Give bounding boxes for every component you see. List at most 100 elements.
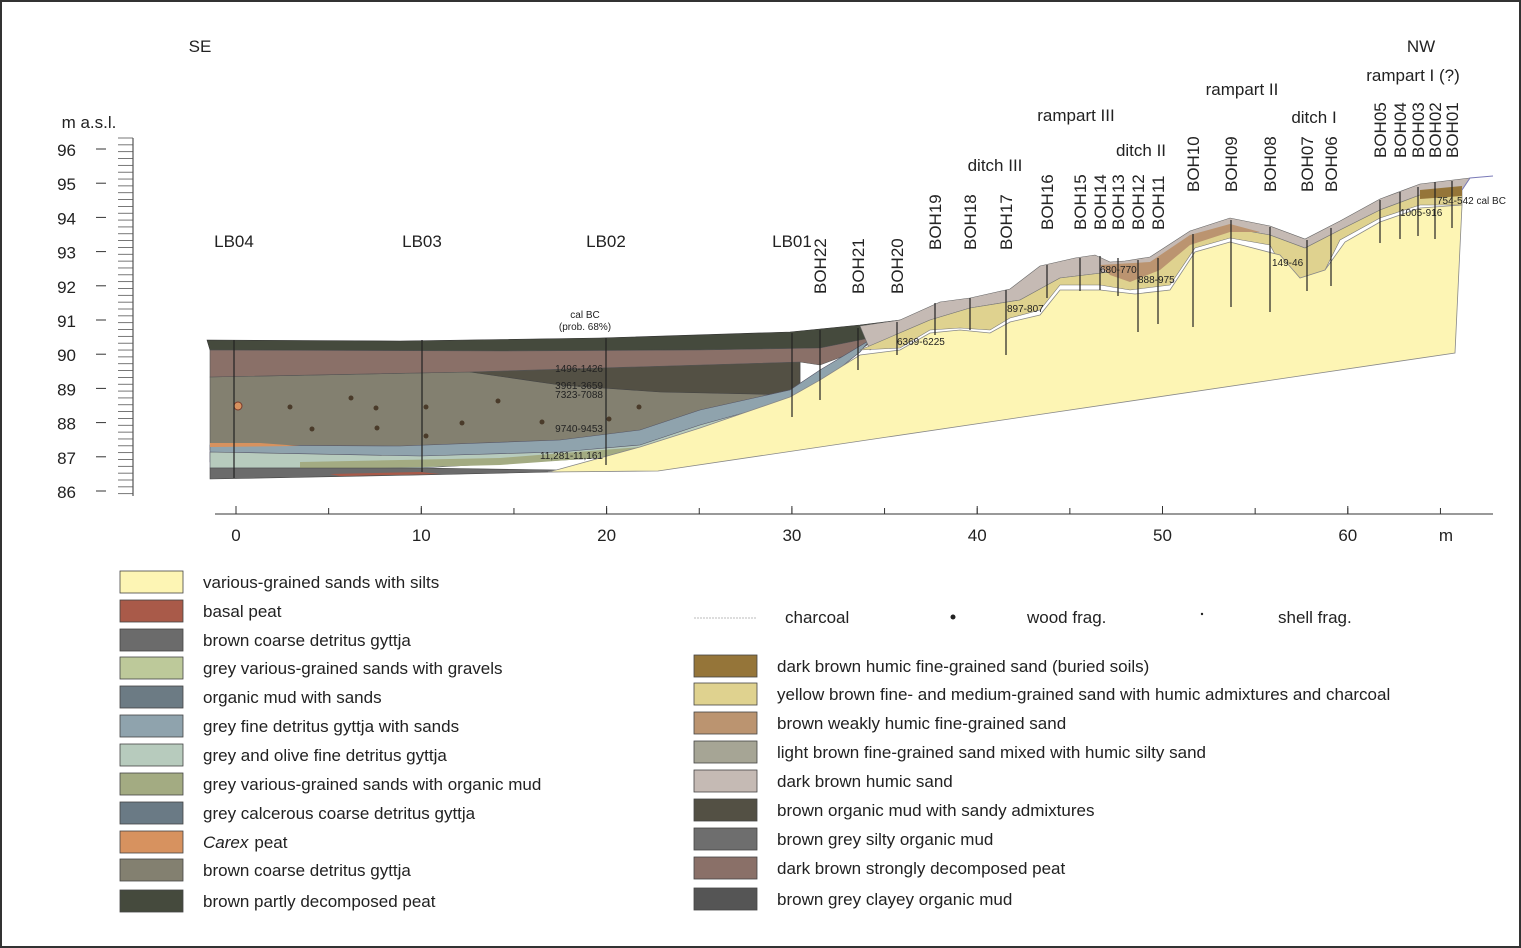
date-label: 6369-6225: [897, 337, 945, 348]
borehole-label: BOH12: [1129, 174, 1148, 230]
x-tick-label: 40: [968, 526, 987, 545]
legend-label: brown grey silty organic mud: [777, 830, 993, 849]
legend-text: organic mud with sands: [203, 688, 382, 707]
x-axis-unit: m: [1439, 526, 1453, 545]
borehole-label: BOH07: [1298, 136, 1317, 192]
wood-frag: [348, 395, 354, 401]
legend-label: yellow brown fine- and medium-grained sa…: [777, 685, 1390, 704]
borehole-label: LB04: [214, 232, 254, 251]
legend-text: grey calcerous coarse detritus gyttja: [203, 804, 476, 823]
legend-text: grey various-grained sands with gravels: [203, 659, 503, 678]
wood-frag: [495, 398, 501, 404]
legend-label: grey calcerous coarse detritus gyttja: [203, 804, 476, 823]
wood-frag: [459, 420, 465, 426]
borehole-label: BOH05: [1371, 102, 1390, 158]
legend-label: brown organic mud with sandy admixtures: [777, 801, 1094, 820]
borehole-label: LB03: [402, 232, 442, 251]
legend-text: brown coarse detritus gyttja: [203, 631, 411, 650]
feature-label: rampart I (?): [1366, 66, 1460, 85]
legend-text: grey and olive fine detritus gyttja: [203, 746, 447, 765]
legend-symbol-label: charcoal: [785, 608, 849, 627]
y-tick-label: 91: [57, 312, 76, 331]
wood-frag: [606, 416, 612, 422]
borehole-label: LB01: [772, 232, 812, 251]
legend-label: brown partly decomposed peat: [203, 892, 436, 911]
date-label: 897-807: [1007, 304, 1044, 315]
legend-swatch: [119, 772, 184, 796]
legend-text: brown coarse detritus gyttja: [203, 861, 411, 880]
legend-symbol-label: shell frag.: [1278, 608, 1352, 627]
layer: [210, 443, 300, 447]
wood-symbol: [950, 614, 956, 620]
date-label: 888-975: [1138, 275, 1175, 286]
y-axis-label: m a.s.l.: [62, 113, 117, 132]
borehole-label: BOH17: [997, 194, 1016, 250]
legend-label: grey fine detritus gyttja with sands: [203, 717, 459, 736]
date-label: 7323-7088: [555, 390, 603, 401]
date-header: cal BC: [570, 310, 599, 321]
legend-label: grey various-grained sands with organic …: [203, 775, 541, 794]
legend-swatch: [119, 858, 184, 882]
date-label: 754-542 cal BC: [1437, 196, 1506, 207]
legend-label: Carex peat: [203, 833, 288, 852]
legend-swatch: [119, 743, 184, 767]
legend-label: brown coarse detritus gyttja: [203, 861, 411, 880]
legend-label: grey various-grained sands with gravels: [203, 659, 503, 678]
wood-frag: [423, 433, 429, 439]
borehole-label: LB02: [586, 232, 626, 251]
wood-frag: [423, 404, 429, 410]
borehole-label: BOH04: [1391, 102, 1410, 158]
legend-text: basal peat: [203, 602, 282, 621]
borehole-label: BOH22: [811, 238, 830, 294]
wood-frag: [374, 425, 380, 431]
legend-swatch: [693, 887, 758, 911]
legend-label: brown weakly humic fine-grained sand: [777, 714, 1066, 733]
legend-label: various-grained sands with silts: [203, 573, 439, 592]
borehole-label: BOH15: [1071, 174, 1090, 230]
legend-swatch: [693, 827, 758, 851]
legend-swatch: [119, 685, 184, 709]
y-tick-label: 93: [57, 244, 76, 263]
legend-text: various-grained sands with silts: [203, 573, 439, 592]
wood-frag: [373, 405, 379, 411]
legend-label: dark brown humic sand: [777, 772, 953, 791]
feature-label: ditch III: [968, 156, 1023, 175]
wood-fragments: [233, 395, 642, 439]
date-label: 1005-916: [1400, 208, 1443, 219]
legend-swatch: [119, 889, 184, 913]
legend-swatch: [693, 654, 758, 678]
legend-label: basal peat: [203, 602, 282, 621]
surface-line: [1461, 175, 1494, 191]
y-tick-label: 95: [57, 175, 76, 194]
x-tick-label: 0: [231, 526, 240, 545]
legend-label: light brown fine-grained sand mixed with…: [777, 743, 1206, 762]
y-tick-label: 87: [57, 449, 76, 468]
legend-label: organic mud with sands: [203, 688, 382, 707]
layer: [300, 447, 640, 470]
borehole-label: BOH09: [1222, 136, 1241, 192]
legend-text: brown partly decomposed peat: [203, 892, 436, 911]
borehole-label: BOH16: [1038, 174, 1057, 230]
legend-label: brown coarse detritus gyttja: [203, 631, 411, 650]
borehole-label: BOH08: [1261, 136, 1280, 192]
y-tick-label: 94: [57, 209, 76, 228]
y-tick-label: 86: [57, 483, 76, 502]
orientation-left: SE: [189, 37, 212, 56]
legend-swatch: [119, 628, 184, 652]
x-tick-label: 10: [412, 526, 431, 545]
y-tick-label: 89: [57, 380, 76, 399]
x-tick-label: 20: [597, 526, 616, 545]
legend-swatch: [119, 656, 184, 680]
legend-swatch: [119, 570, 184, 594]
generated: m a.s.l. 96 95 94 93 92 91 90 89 88 87 86 0 10 20 30 40 5…: [57, 37, 1506, 913]
legend-italic: Carex: [203, 833, 249, 852]
borehole-label: BOH06: [1322, 136, 1341, 192]
borehole-label: BOH19: [926, 194, 945, 250]
borehole-label: BOH21: [849, 238, 868, 294]
y-tick-label: 90: [57, 346, 76, 365]
borehole-label: BOH01: [1443, 102, 1462, 158]
wood-frag: [636, 404, 642, 410]
wood-frag: [287, 404, 293, 410]
x-tick-label: 30: [782, 526, 801, 545]
